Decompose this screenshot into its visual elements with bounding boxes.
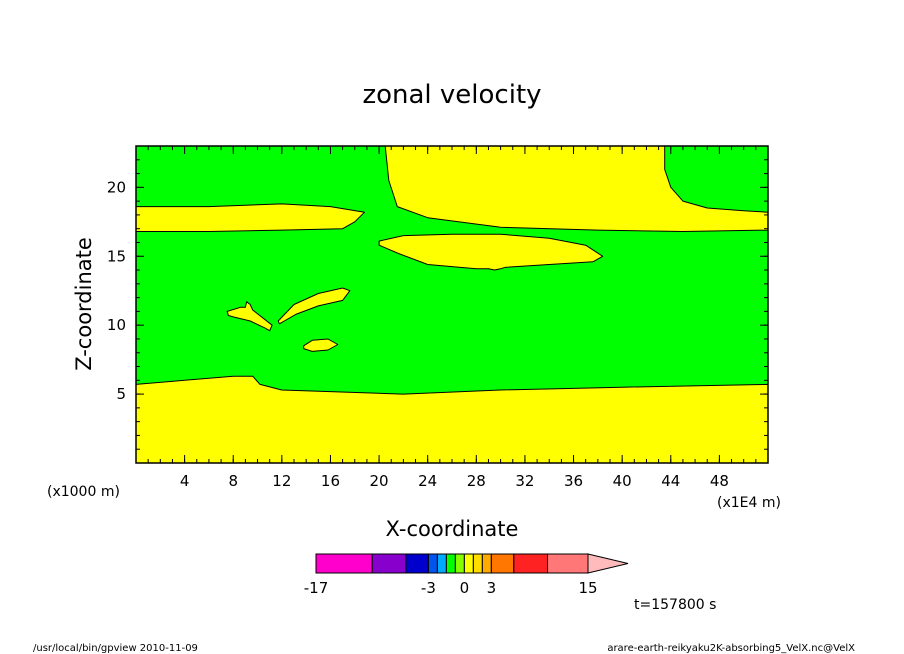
colorbar: -17 -3 0 3 15 [304,553,629,597]
colorbar-segment [481,553,492,574]
x-tick-label: 48 [710,472,729,490]
x-tick-label: 24 [418,472,437,490]
colorbar-segment [513,553,549,574]
colorbar-segment [405,553,429,574]
colorbar-segment [427,553,438,574]
contour-region-blob-left-spike [226,301,273,332]
x-tick-label: 36 [564,472,583,490]
contour-region-center-blob [378,233,604,271]
colorbar-tick-label: -3 [421,579,436,597]
colorbar-tick-label: 3 [487,579,497,597]
x-tick-label: 8 [228,472,238,490]
colorbar-segment [315,553,373,574]
x-tick-label: 28 [467,472,486,490]
colorbar-tick-label: 15 [578,579,597,597]
colorbar-segment [454,553,465,574]
time-label: t=157800 s [634,597,716,613]
y-tick-label: 20 [107,178,126,196]
colorbar-segment [547,553,589,574]
x-tick-label: 12 [272,472,291,490]
x-tick-label: 16 [321,472,340,490]
x-tick-label: 20 [370,472,389,490]
x-tick-label: 32 [515,472,534,490]
contour-region-blob-middle [277,287,351,325]
footer-source: arare-earth-reikyaku2K-absorbing5_VelX.n… [607,643,855,654]
colorbar-arrow [587,553,629,574]
x-unit-left: (x1000 m) [47,484,120,500]
x-unit-right: (x1E4 m) [717,495,781,511]
colorbar-segment [436,553,447,574]
contour-region-lower-yellow [136,375,768,463]
y-tick-label: 15 [107,247,126,265]
y-tick-label: 10 [107,316,126,334]
x-axis-label: X-coordinate [386,517,519,541]
colorbar-tick-label: -17 [304,579,329,597]
colorbar-segment [445,553,456,574]
contour-region-band-yellow-left [136,203,365,232]
contour-region-upper-yellow [384,146,768,232]
colorbar-segment [371,553,407,574]
colorbar-tick-label: 0 [460,579,470,597]
footer-command: /usr/local/bin/gpview 2010-11-09 [33,643,198,654]
x-tick-label: 44 [661,472,680,490]
y-axis-label: Z-coordinate [72,237,96,371]
x-tick-label: 40 [613,472,632,490]
contour-region-blob-small [303,338,339,352]
chart-title: zonal velocity [362,80,541,110]
colorbar-segment [463,553,474,574]
colorbar-segment [490,553,515,574]
x-tick-label: 4 [180,472,190,490]
colorbar-segment [472,553,483,574]
y-tick-label: 5 [116,385,126,403]
